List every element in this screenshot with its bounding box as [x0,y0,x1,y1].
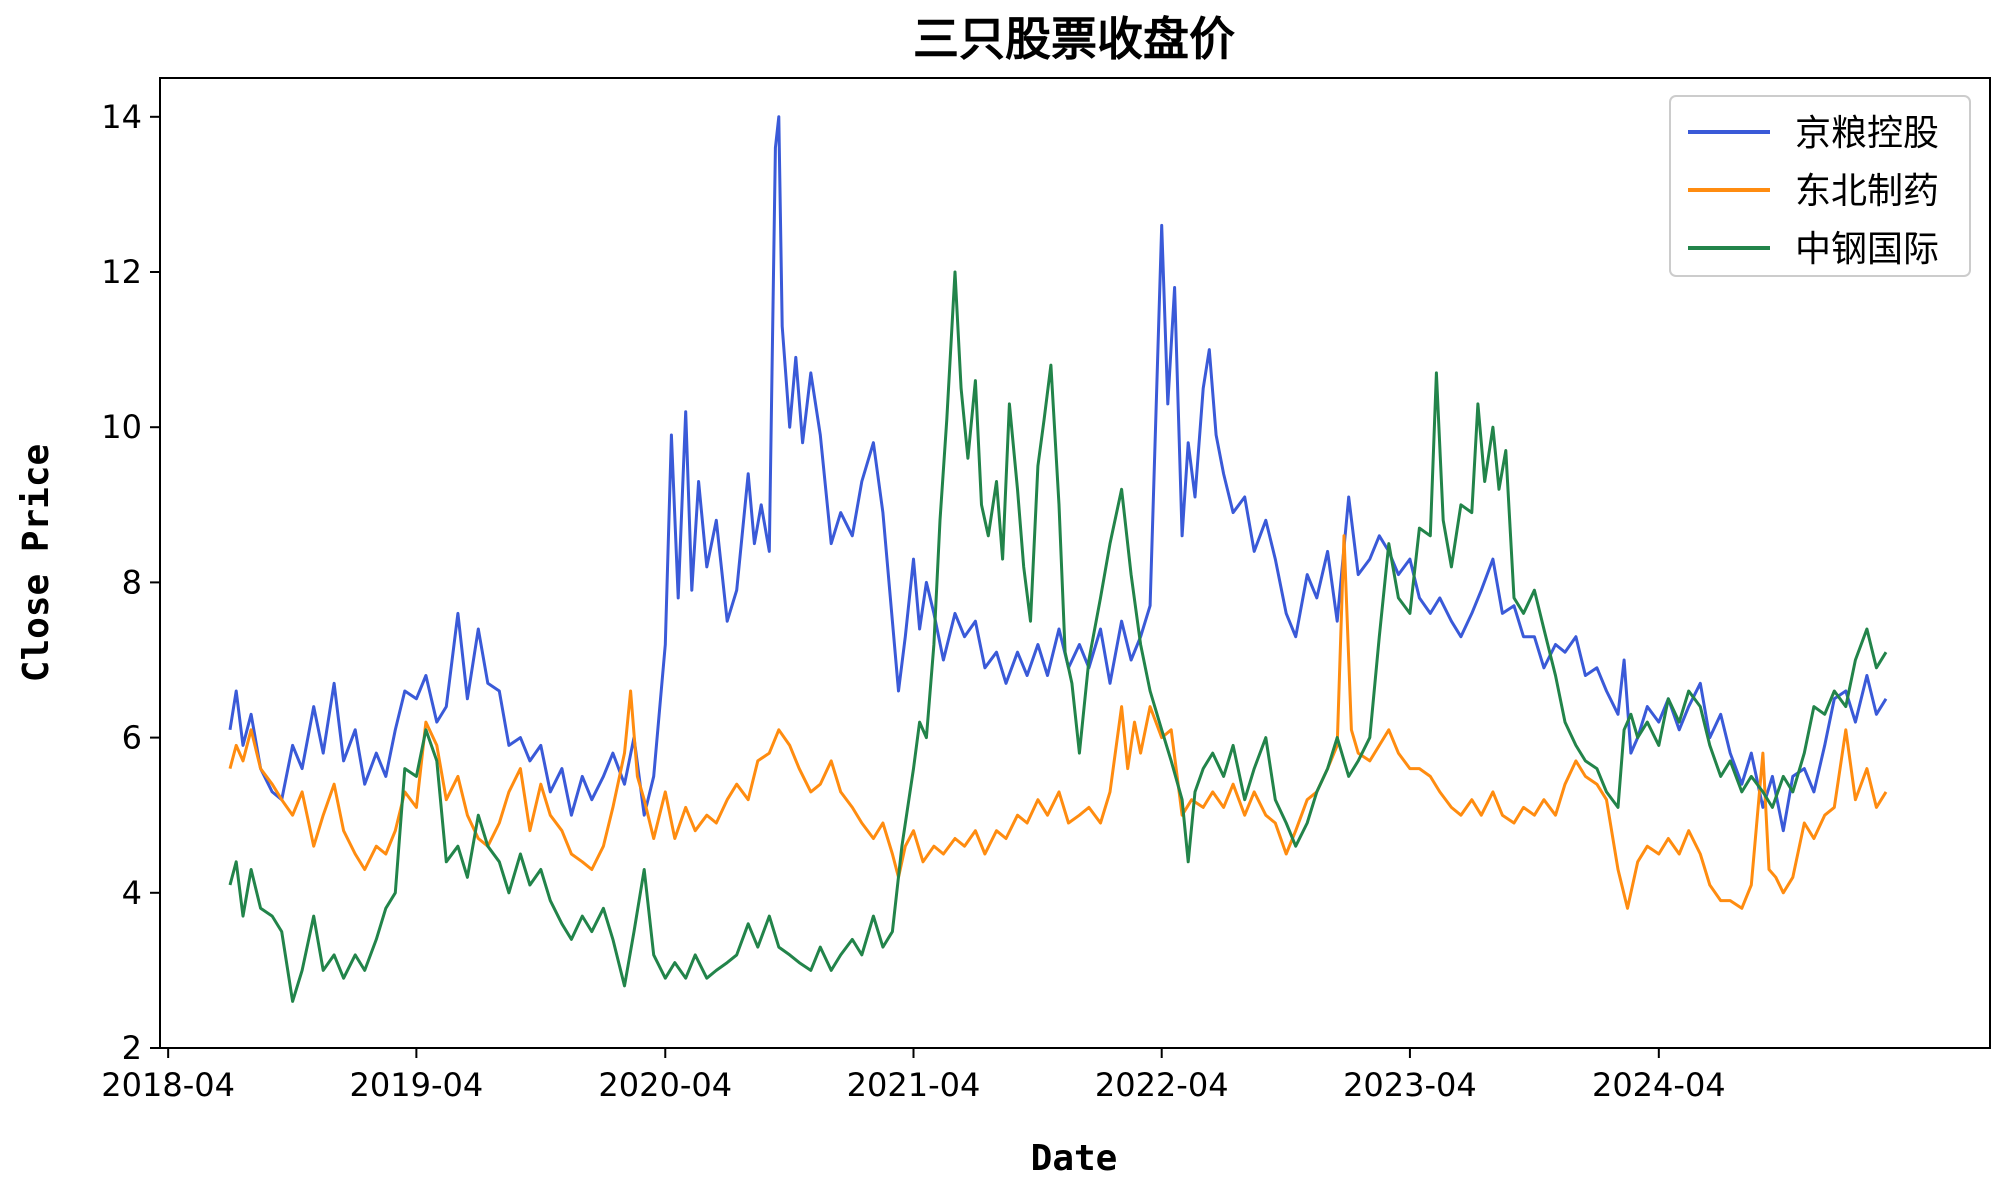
series-line [228,534,1888,910]
series-line [228,115,1888,833]
x-tick-label: 2020-04 [598,1066,732,1104]
x-axis: 2018-04 2019-04 2020-04 2021-04 2022-04 2023-… [101,1048,1726,1104]
y-tick-label: 6 [122,719,142,757]
legend-label: 东北制药 [1795,171,1939,212]
y-tick-label: 14 [101,98,142,136]
x-tick-label: 2019-04 [350,1066,484,1104]
y-tick-label: 10 [101,408,142,446]
y-tick-label: 2 [122,1029,142,1067]
plot-frame [159,77,1991,1049]
x-tick-label: 2024-04 [1592,1066,1726,1104]
y-tick-label: 8 [122,563,142,601]
x-axis-label: Date [1031,1138,1118,1179]
x-tick-label: 2022-04 [1095,1066,1229,1104]
chart-title: 三只股票收盘价 [913,12,1235,66]
x-tick-label: 2021-04 [847,1066,981,1104]
y-axis-label: Close Price [16,444,57,682]
y-tick-label: 12 [101,253,142,291]
legend-label: 中钢国际 [1795,229,1939,270]
x-tick-label: 2023-04 [1343,1066,1477,1104]
legend-box [1669,95,1971,277]
series-line [228,270,1888,1003]
x-tick-label: 2018-04 [101,1066,235,1104]
series-lines [228,115,1888,1003]
y-tick-label: 4 [122,874,142,912]
legend-label: 京粮控股 [1795,113,1939,154]
y-axis: 2 4 6 8 10 12 14 [101,98,160,1067]
